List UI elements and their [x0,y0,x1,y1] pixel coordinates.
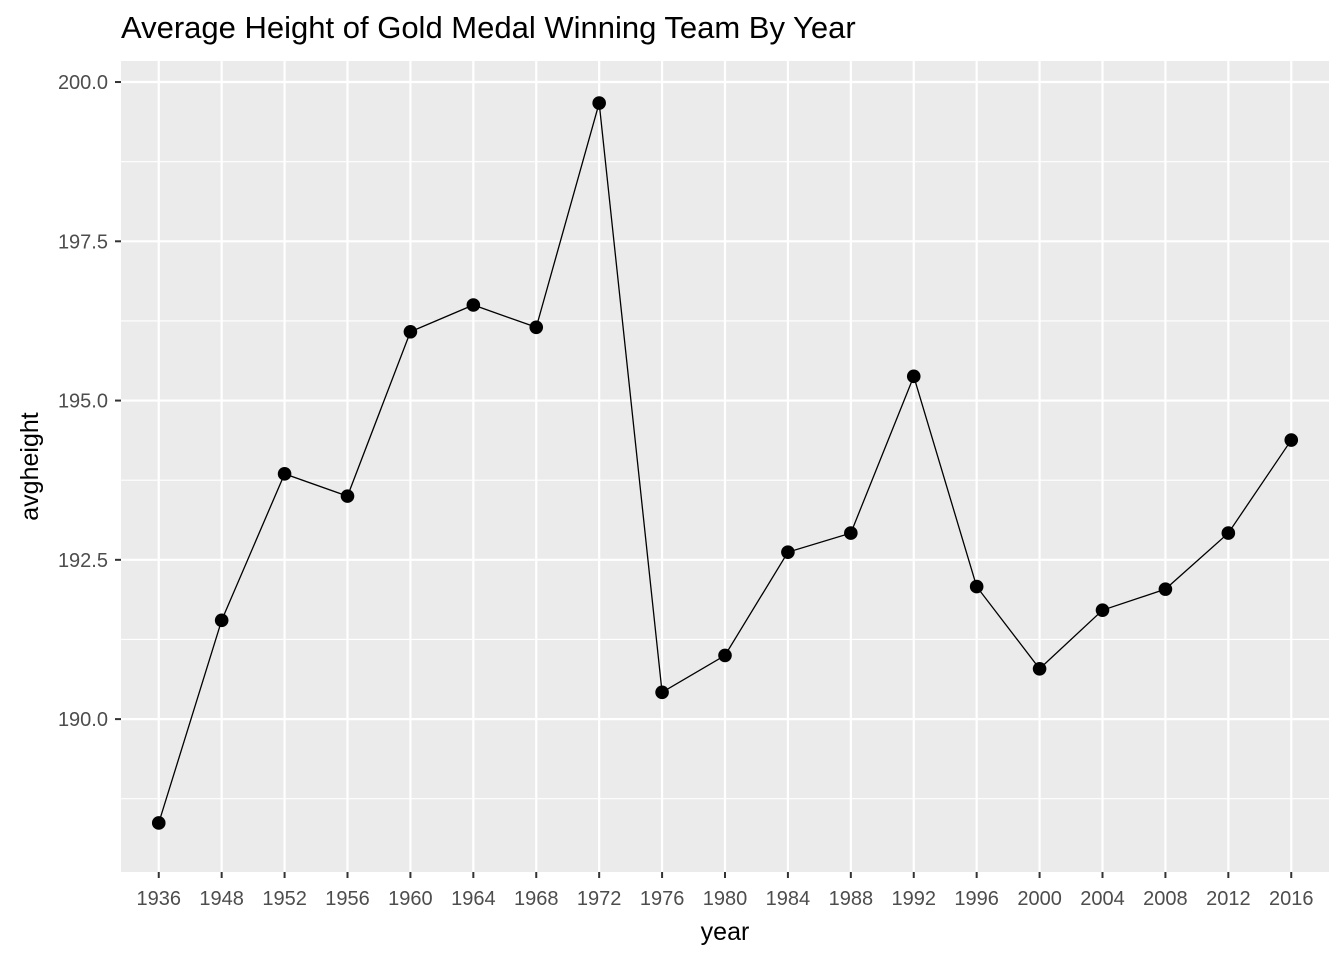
x-axis-title: year [701,918,750,946]
x-tick-label: 1996 [954,888,999,910]
data-point-1936 [151,816,166,830]
data-point-1968 [529,320,544,335]
x-tick-label: 2004 [1080,888,1125,910]
data-point-2012 [1221,526,1236,540]
y-axis: 190.0 192.5 195.0 197.5 200.0 [58,72,121,731]
x-tick-label: 1972 [577,888,622,910]
x-tick-label: 1976 [640,888,685,910]
data-point-1964 [466,298,481,312]
y-tick-label: 190.0 [58,709,108,731]
x-tick-label: 2008 [1143,888,1188,910]
x-tick-label: 1956 [325,888,370,910]
x-tick-label: 1988 [829,888,874,910]
x-tick-label: 2012 [1206,888,1251,910]
data-point-1988 [844,526,858,540]
chart-title: Average Height of Gold Medal Winning Tea… [121,10,856,45]
y-tick-label: 197.5 [58,231,108,253]
x-tick-label: 1960 [388,888,433,910]
y-axis-title: avgheight [16,412,44,520]
data-point-1956 [340,489,355,503]
major-gridlines [121,61,1329,872]
data-point-2008 [1158,582,1173,596]
data-point-1996 [969,579,984,594]
y-tick-label: 200.0 [58,72,108,94]
data-point-2004 [1095,603,1110,617]
x-tick-label: 1968 [514,888,559,910]
x-tick-label: 1964 [451,888,496,910]
x-tick-label: 2016 [1269,888,1314,910]
x-tick-label: 1952 [262,888,307,910]
x-tick-label: 1980 [703,888,748,910]
data-point-1972 [592,96,606,110]
points-layer [151,96,1299,830]
data-point-1952 [277,467,292,481]
x-tick-label: 1992 [892,888,937,910]
x-tick-label: 1984 [766,888,811,910]
data-point-2016 [1284,433,1299,447]
x-tick-label: 1948 [199,888,244,910]
x-axis: 1936 1948 1952 1956 1960 1964 1968 1972 1976 1980… [137,872,1314,910]
data-point-1992 [906,369,921,384]
y-tick-label: 195.0 [58,391,108,413]
data-point-1980 [718,648,732,663]
data-point-1984 [781,545,795,559]
data-point-2000 [1032,661,1047,676]
x-tick-label: 1936 [137,888,182,910]
data-point-1976 [655,685,669,700]
x-tick-label: 2000 [1017,888,1062,910]
data-point-1960 [403,324,418,339]
y-tick-label: 192.5 [58,550,108,572]
data-point-1948 [214,613,229,628]
